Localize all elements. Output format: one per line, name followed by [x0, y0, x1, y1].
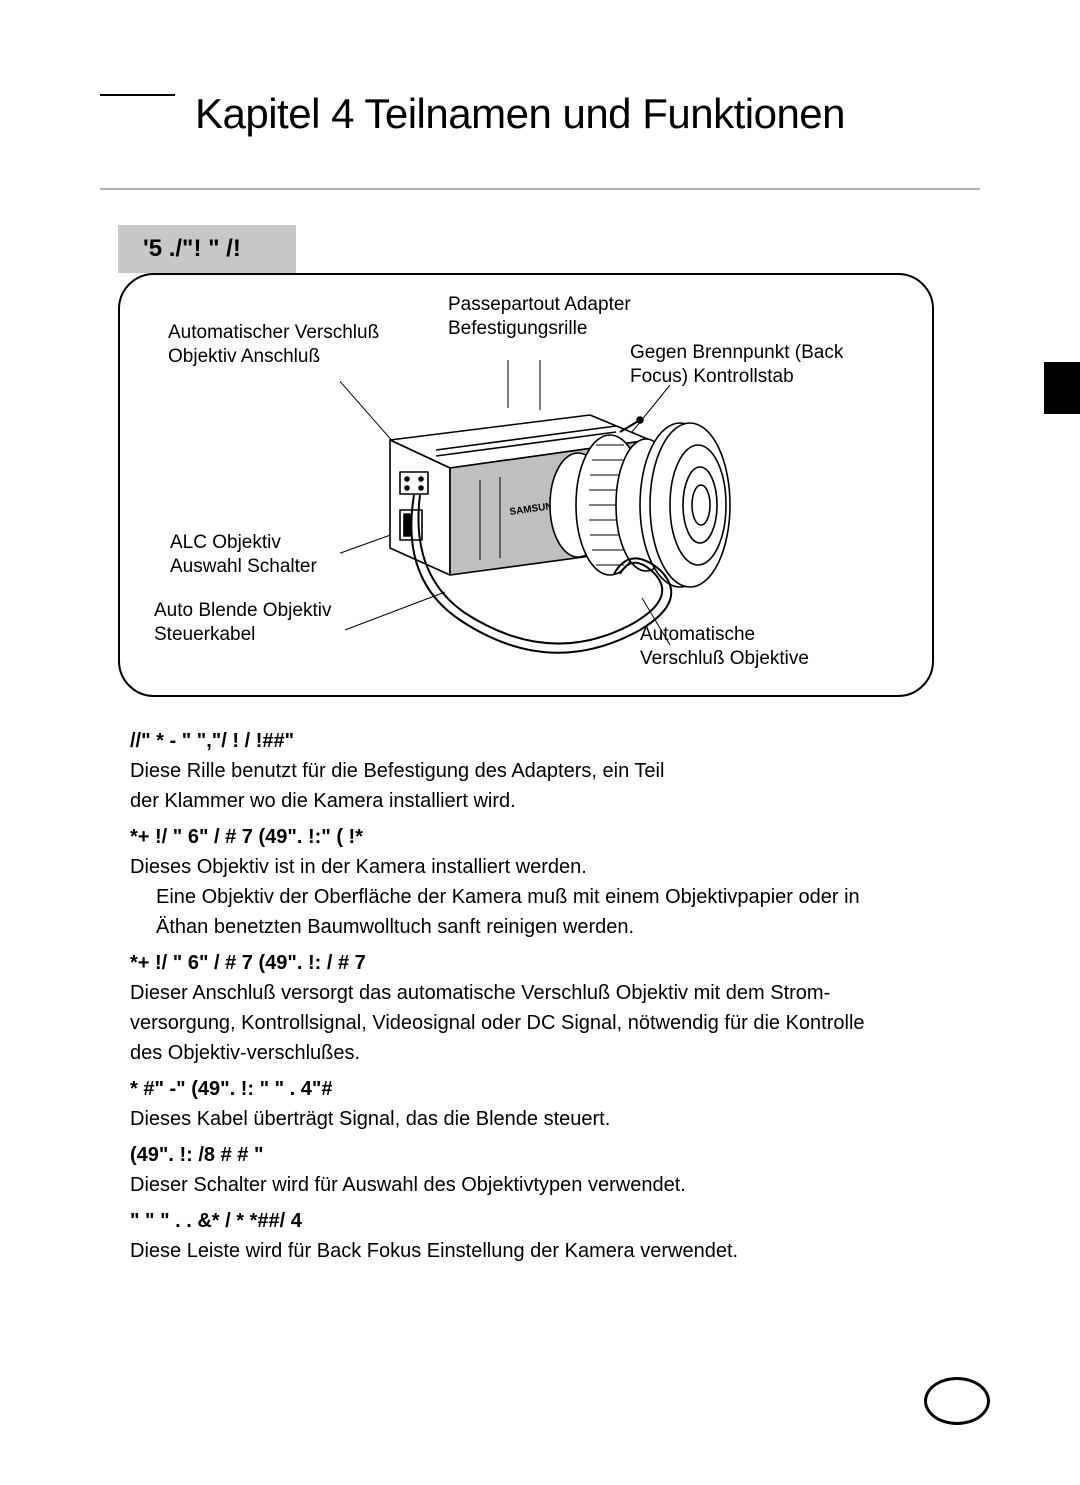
body-h-2: *+ !/ " 6" / # 7 (49". !: / # 7 — [130, 949, 950, 977]
body-p-0-0: Diese Rille benutzt für die Befestigung … — [130, 757, 950, 785]
diagram-label-adapter-groove: Passepartout Adapter Befestigungsrille — [448, 293, 631, 341]
chapter-rule-bottom — [100, 188, 980, 190]
body-p-5-0: Diese Leiste wird für Back Fokus Einstel… — [130, 1237, 950, 1265]
body-p-2-0: Dieser Anschluß versorgt das automatisch… — [130, 979, 950, 1007]
chapter-header: Kapitel 4 Teilnamen und Funktionen — [100, 90, 980, 190]
diagram-label-auto-iris-cable: Auto Blende Objektiv Steuerkabel — [154, 599, 331, 647]
body-text: //" * - " ","/ ! / !##" Diese Rille benu… — [130, 727, 950, 1265]
body-p-1-1: Eine Objektiv der Oberfläche der Kamera … — [130, 883, 950, 911]
body-p-3-0: Dieses Kabel überträgt Signal, das die B… — [130, 1105, 950, 1133]
diagram-label-alc-lens-select: ALC Objektiv Auswahl Schalter — [170, 531, 317, 579]
body-p-1-2: Äthan benetzten Baumwolltuch sanft reini… — [130, 913, 950, 941]
camera-illustration: SAMSUNG — [340, 360, 760, 680]
body-p-4-0: Dieser Schalter wird für Auswahl des Obj… — [130, 1171, 950, 1199]
body-p-2-2: des Objektiv-verschlußes. — [130, 1039, 950, 1067]
page: Kapitel 4 Teilnamen und Funktionen '5 ./… — [0, 0, 1080, 1485]
body-h-5: " " " . . &* / * *##/ 4 — [130, 1207, 950, 1235]
body-h-0: //" * - " ","/ ! / !##" — [130, 727, 950, 755]
body-h-3: * #" -" (49". !: " " . 4"# — [130, 1075, 950, 1103]
body-p-0-1: der Klammer wo die Kamera installiert wi… — [130, 787, 950, 815]
body-p-2-1: versorgung, Kontrollsignal, Videosignal … — [130, 1009, 950, 1037]
section-tab: '5 ./"! " /! — [118, 225, 296, 273]
diagram-frame: Automatischer Verschluß Objektiv Anschlu… — [118, 273, 934, 697]
chapter-rule-top — [100, 94, 175, 96]
body-h-4: (49". !: /8 # # " — [130, 1141, 950, 1169]
chapter-title: Kapitel 4 Teilnamen und Funktionen — [195, 90, 845, 138]
body-p-1-0: Dieses Objektiv ist in der Kamera instal… — [130, 853, 950, 881]
body-h-1: *+ !/ " 6" / # 7 (49". !:" ( !* — [130, 823, 950, 851]
side-tab — [1044, 362, 1080, 414]
page-number — [924, 1377, 990, 1425]
